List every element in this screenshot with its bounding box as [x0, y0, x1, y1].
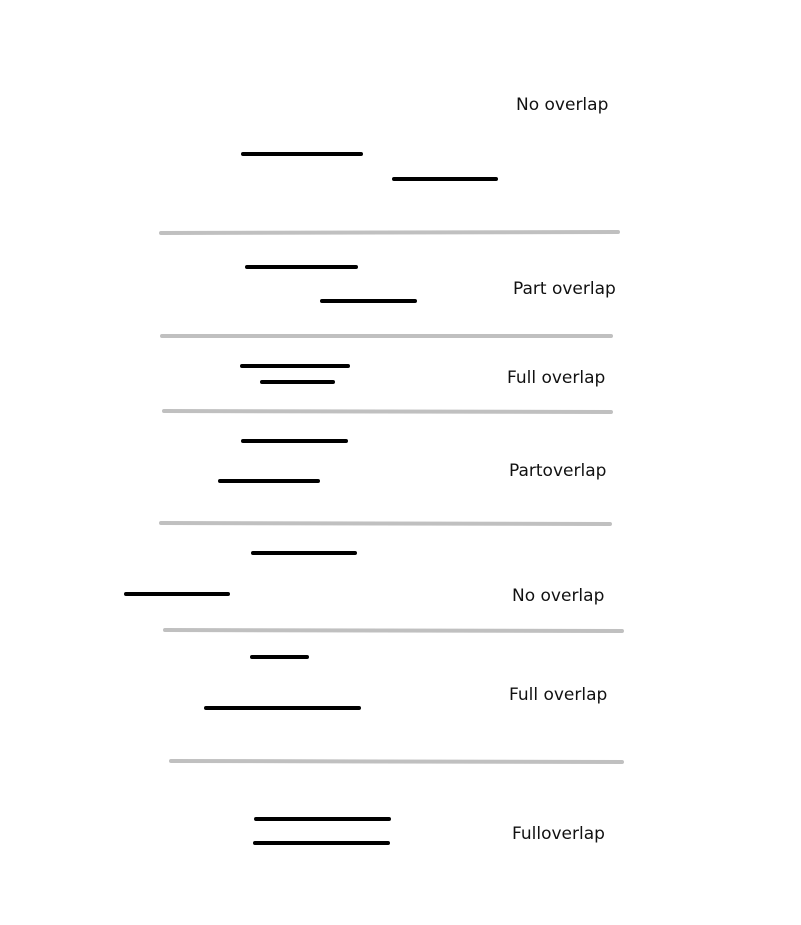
- divider-1: [159, 230, 620, 235]
- panel-6-label: Full overlap: [509, 685, 607, 705]
- panel-4: Partoverlap: [218, 439, 606, 483]
- divider-6: [169, 759, 624, 764]
- panel-1: No overlap: [241, 95, 608, 181]
- panel-5: No overlap: [124, 551, 604, 606]
- panel-2: Part overlap: [245, 265, 616, 303]
- divider-5: [163, 628, 624, 633]
- panel-6: Full overlap: [204, 655, 607, 710]
- panel-5-label: No overlap: [512, 586, 604, 606]
- panel-7-label: Fulloverlap: [512, 824, 605, 844]
- panel-7: Fulloverlap: [253, 817, 605, 845]
- panel-4-label: Partoverlap: [509, 461, 606, 481]
- divider-4: [159, 521, 612, 526]
- divider-3: [162, 409, 613, 414]
- panel-3: Full overlap: [240, 364, 605, 388]
- panel-1-label: No overlap: [516, 95, 608, 115]
- panel-2-label: Part overlap: [513, 279, 616, 299]
- panel-3-label: Full overlap: [507, 368, 605, 388]
